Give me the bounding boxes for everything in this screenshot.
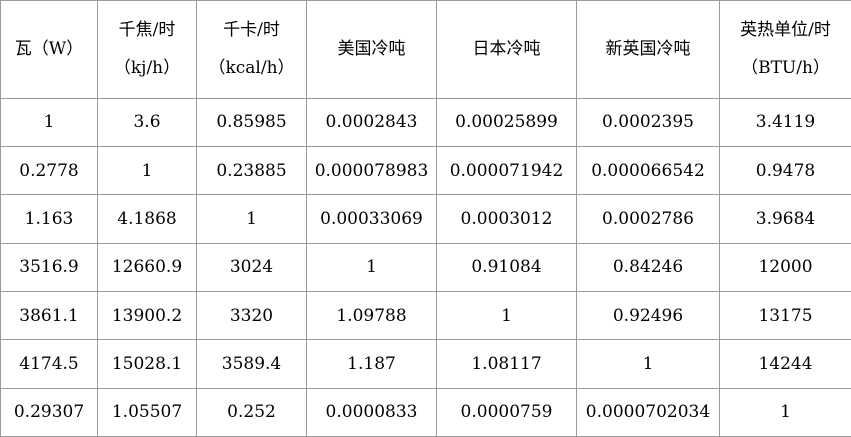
data-cell: 0.0000702034 [576,387,720,437]
data-cell: 3.6 [97,97,197,148]
header-cell: 日本冷吨 [436,0,577,99]
data-row: 4174.5 15028.1 3589.4 1.187 1.08117 1 14244 [0,339,851,389]
data-cell: 0.23885 [196,145,307,196]
header-cell: 美国冷吨 [306,0,437,99]
data-cell: 1 [719,387,851,437]
header-cell: 千焦/时 （kj/h） [97,0,197,99]
data-cell: 0.000066542 [576,145,720,196]
data-cell: 4174.5 [0,339,98,389]
data-cell: 0.2778 [0,145,98,196]
data-cell: 3.9684 [719,194,851,244]
data-cell: 0.252 [196,387,307,437]
data-cell: 13900.2 [97,290,197,341]
data-cell: 12660.9 [97,242,197,292]
data-cell: 3589.4 [196,339,307,389]
data-cell: 0.0000759 [436,387,577,437]
header-text: 瓦（W） [14,39,84,60]
data-cell: 15028.1 [97,339,197,389]
data-row: 3516.9 12660.9 3024 1 0.91084 0.84246 12000 [0,242,851,292]
data-cell: 0.0002843 [306,97,437,148]
data-row: 1 3.6 0.85985 0.0002843 0.00025899 0.0002395 3… [0,97,851,148]
data-row: 3861.1 13900.2 3320 1.09788 1 0.92496 13175 [0,290,851,341]
header-text: 美国冷吨 [337,39,406,60]
header-text: 日本冷吨 [472,39,541,60]
data-cell: 3.4119 [719,97,851,148]
header-text: 新英国冷吨 [605,39,691,60]
data-cell: 0.0002786 [576,194,720,244]
data-cell: 0.0000833 [306,387,437,437]
data-cell: 1.187 [306,339,437,389]
data-cell: 1.05507 [97,387,197,437]
data-cell: 1 [576,339,720,389]
data-cell: 0.84246 [576,242,720,292]
data-cell: 1 [436,290,577,341]
header-text: 千卡/时 [223,20,280,41]
data-cell: 0.91084 [436,242,577,292]
data-cell: 0.92496 [576,290,720,341]
header-text: （kj/h） [113,58,181,79]
data-cell: 3024 [196,242,307,292]
data-cell: 1 [306,242,437,292]
header-cell: 瓦（W） [0,0,98,99]
header-row: 瓦（W） 千焦/时 （kj/h） 千卡/时 （kcal/h） 美国冷吨 日本冷吨 新英国冷吨 英… [0,0,851,99]
data-row: 0.2778 1 0.23885 0.000078983 0.000071942 0.00… [0,145,851,196]
data-cell: 1.08117 [436,339,577,389]
header-text: （kcal/h） [208,58,295,79]
header-text: 英热单位/时 [740,20,831,41]
data-cell: 0.00025899 [436,97,577,148]
data-cell: 0.9478 [719,145,851,196]
header-text: 千焦/时 [118,20,176,41]
data-cell: 1.163 [0,194,98,244]
data-row: 0.29307 1.05507 0.252 0.0000833 0.0000759 0.0… [0,387,851,437]
data-cell: 0.000071942 [436,145,577,196]
header-cell: 千卡/时 （kcal/h） [196,0,307,99]
data-cell: 3320 [196,290,307,341]
header-text: （BTU/h） [741,58,830,79]
data-cell: 12000 [719,242,851,292]
data-cell: 4.1868 [97,194,197,244]
data-cell: 1.09788 [306,290,437,341]
data-cell: 3516.9 [0,242,98,292]
data-cell: 3861.1 [0,290,98,341]
data-cell: 1 [196,194,307,244]
data-cell: 1 [97,145,197,196]
data-cell: 0.29307 [0,387,98,437]
data-cell: 0.0003012 [436,194,577,244]
data-cell: 1 [0,97,98,148]
data-cell: 0.85985 [196,97,307,148]
data-row: 1.163 4.1868 1 0.00033069 0.0003012 0.0002786… [0,194,851,244]
header-cell: 新英国冷吨 [576,0,720,99]
data-cell: 0.00033069 [306,194,437,244]
data-cell: 0.0002395 [576,97,720,148]
data-cell: 0.000078983 [306,145,437,196]
data-cell: 14244 [719,339,851,389]
data-cell: 13175 [719,290,851,341]
header-cell: 英热单位/时 （BTU/h） [719,0,851,99]
